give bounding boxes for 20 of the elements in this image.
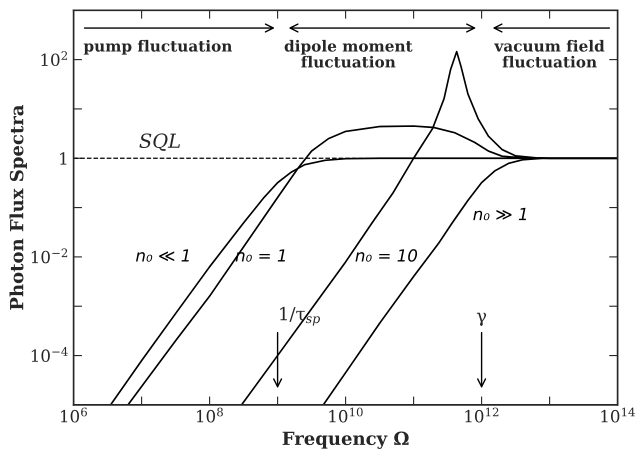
x-tick-label: 10$^{6}$	[60, 408, 87, 423]
annotation: vacuum field fluctuation	[494, 40, 604, 68]
annotation: γ	[476, 312, 486, 326]
y-tick-label: 10$^{−2}$	[32, 248, 68, 264]
annotation: 1/τ$_{sp}$	[280, 306, 320, 326]
y-tick-label: 10$^{−4}$	[32, 347, 68, 362]
annotation: dipole moment fluctuation	[284, 40, 413, 68]
y-axis-title: Photon Flux Spectra	[9, 104, 27, 310]
annotation: pump fluctuation	[84, 40, 232, 55]
x-tick-label: 10$^{14}$	[601, 408, 635, 423]
series-label: n₀ ≪ 1	[136, 249, 189, 262]
y-tick-label: 1	[60, 152, 66, 165]
x-tick-label: 10$^{12}$	[465, 408, 498, 423]
series-label: n₀ ≫ 1	[473, 208, 526, 220]
x-tick-label: 10$^{10}$	[329, 408, 363, 423]
x-axis-title: Frequency Ω	[282, 432, 409, 449]
ref-line-label: SQL	[139, 133, 180, 151]
x-tick-label: 10$^{8}$	[196, 408, 223, 423]
series-label: n₀ = 10	[355, 249, 418, 262]
y-tick-label: 10$^{2}$	[41, 51, 68, 66]
